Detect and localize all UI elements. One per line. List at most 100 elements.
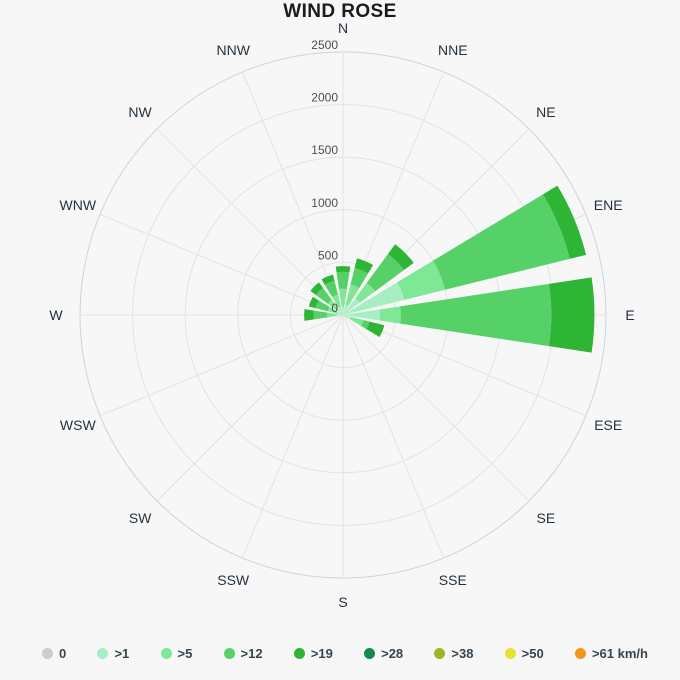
wedge-NW->5 bbox=[327, 299, 339, 311]
compass-label-SSE: SSE bbox=[439, 572, 467, 588]
wedge-NNW->12 bbox=[324, 280, 338, 297]
compass-label-SSW: SSW bbox=[217, 572, 250, 588]
wedge-ESE->12 bbox=[361, 320, 370, 330]
wedge-NE->12 bbox=[366, 254, 404, 292]
wedge-W->19 bbox=[304, 309, 314, 321]
legend-item-5: >5 bbox=[160, 646, 193, 661]
compass-label-S: S bbox=[338, 594, 347, 610]
wedge-WNW->12 bbox=[315, 300, 330, 312]
wedge-NNW->5 bbox=[332, 294, 341, 308]
compass-label-NNE: NNE bbox=[438, 42, 468, 58]
compass-label-NE: NE bbox=[536, 104, 555, 120]
legend-color-dot bbox=[364, 648, 376, 659]
radial-tick-2000: 2000 bbox=[311, 91, 338, 105]
wedge-NNE->5 bbox=[345, 284, 360, 306]
wedge-ESE->5 bbox=[350, 317, 364, 326]
wedge-NW->12 bbox=[315, 287, 332, 304]
legend-label: >28 bbox=[381, 646, 404, 661]
wedge-NE->1 bbox=[343, 298, 360, 315]
legend-color-dot bbox=[504, 648, 516, 659]
legend-item-38: >38 bbox=[434, 646, 473, 661]
compass-label-SW: SW bbox=[129, 510, 152, 526]
wedge-ESE->1 bbox=[343, 315, 352, 320]
legend-label: 0 bbox=[59, 646, 67, 661]
grid-spoke-SSW bbox=[241, 314, 344, 559]
chart-title: WIND ROSE bbox=[283, 1, 397, 22]
compass-label-ENE: ENE bbox=[594, 197, 623, 213]
grid-spoke-SW bbox=[156, 314, 344, 502]
radial-tick-0: 0 bbox=[331, 301, 338, 315]
wedge-N->1 bbox=[341, 306, 345, 315]
legend-item-28: >28 bbox=[364, 646, 403, 661]
legend-color-dot bbox=[160, 648, 172, 659]
wedge-ENE->12 bbox=[433, 194, 570, 290]
grid-spoke-WNW bbox=[99, 213, 344, 316]
legend-label: >38 bbox=[451, 646, 474, 661]
wedge-ESE->19 bbox=[366, 321, 385, 338]
wedge-ENE->1 bbox=[343, 282, 405, 315]
legend-label: >1 bbox=[114, 646, 130, 661]
compass-label-NW: NW bbox=[128, 104, 152, 120]
wedge-E->19 bbox=[548, 277, 595, 353]
wedge-N->19 bbox=[335, 266, 351, 273]
wedge-NW->19 bbox=[310, 282, 324, 296]
legend-label: >50 bbox=[521, 646, 544, 661]
compass-label-WSW: WSW bbox=[60, 417, 97, 433]
legend: 0 >1 >5 >12 >19 >28 >38 >50 >61 km/h bbox=[42, 646, 648, 661]
radial-tick-1500: 1500 bbox=[311, 143, 338, 157]
wedge-NNW->19 bbox=[321, 274, 335, 285]
wedge-E->1 bbox=[343, 309, 380, 321]
legend-label: >19 bbox=[310, 646, 333, 661]
wedge-NNE->12 bbox=[350, 268, 368, 288]
grid-spoke-NNW bbox=[241, 71, 344, 316]
wedge-NNE->19 bbox=[354, 258, 374, 274]
wedge-NNW->1 bbox=[338, 306, 343, 315]
radial-tick-2500: 2500 bbox=[311, 38, 338, 52]
wedge-WNW->19 bbox=[308, 296, 319, 309]
wedge-NNE->1 bbox=[343, 304, 349, 315]
legend-item-1: >1 bbox=[97, 646, 129, 661]
wedge-ENE->19 bbox=[542, 185, 587, 259]
wedge-E->12 bbox=[400, 283, 552, 347]
wedge-W->5 bbox=[327, 312, 337, 318]
wedge-WNW->5 bbox=[327, 306, 338, 314]
grid-spoke-ESE bbox=[342, 314, 587, 417]
legend-label: >5 bbox=[177, 646, 193, 661]
legend-item-61kmh: >61 km/h bbox=[574, 646, 648, 661]
legend-item-0: 0 bbox=[42, 646, 66, 661]
legend-item-12: >12 bbox=[223, 646, 263, 661]
wind-rose-chart: 05001000150020002500NNNENEENEEESESESSESS… bbox=[49, 20, 634, 610]
legend-color-dot bbox=[42, 648, 53, 659]
legend-label: >61 km/h bbox=[591, 646, 648, 661]
wedge-ENE->5 bbox=[397, 260, 446, 300]
wedge-N->12 bbox=[336, 271, 350, 289]
wedge-E->5 bbox=[379, 306, 401, 324]
legend-color-dot bbox=[434, 648, 446, 659]
legend-label: >12 bbox=[240, 646, 263, 661]
grid-spoke-WSW bbox=[99, 314, 344, 417]
compass-label-NNW: NNW bbox=[216, 42, 250, 58]
wedge-W->1 bbox=[336, 314, 343, 316]
compass-label-E: E bbox=[625, 307, 634, 323]
wedge-NW->1 bbox=[337, 309, 343, 315]
wedge-N->5 bbox=[339, 288, 347, 307]
wedge-WNW->1 bbox=[336, 311, 343, 315]
wedge-NE->19 bbox=[387, 244, 414, 271]
legend-item-19: >19 bbox=[293, 646, 333, 661]
compass-label-ESE: ESE bbox=[594, 417, 622, 433]
compass-label-SE: SE bbox=[537, 510, 556, 526]
compass-label-N: N bbox=[338, 20, 348, 36]
radial-tick-1000: 1000 bbox=[311, 196, 338, 210]
legend-color-dot bbox=[223, 648, 235, 659]
grid-spoke-SE bbox=[342, 314, 530, 502]
legend-color-dot bbox=[97, 648, 109, 659]
compass-label-W: W bbox=[49, 307, 63, 323]
grid-spoke-SSE bbox=[342, 314, 445, 559]
grid-spoke-NW bbox=[156, 128, 344, 316]
legend-color-dot bbox=[574, 648, 586, 659]
legend-color-dot bbox=[293, 648, 305, 659]
radial-tick-500: 500 bbox=[318, 248, 338, 262]
compass-label-WNW: WNW bbox=[60, 197, 97, 213]
wedge-W->12 bbox=[313, 310, 328, 320]
legend-item-50: >50 bbox=[504, 646, 544, 661]
